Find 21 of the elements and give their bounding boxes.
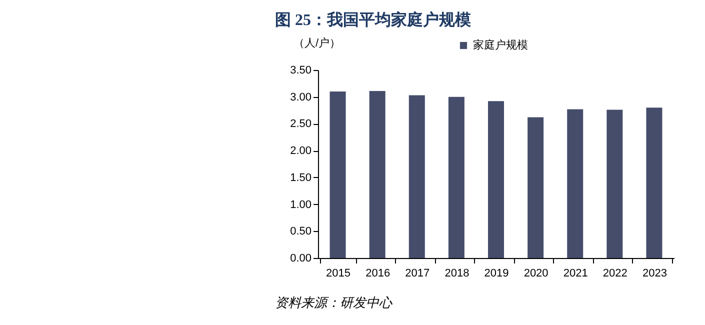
y-tick-label: 0.00 — [290, 252, 312, 264]
x-tick-label: 2017 — [405, 268, 430, 280]
text: 资料来源：研发中心 — [275, 295, 393, 310]
y-tick-label: 2.00 — [290, 145, 312, 158]
y-axis-title: （人/户） — [294, 36, 341, 50]
x-tick-label: 2023 — [642, 268, 667, 280]
y-tick-label: 1.00 — [290, 198, 312, 211]
x-tick-label: 2020 — [524, 268, 548, 280]
legend-label: 家庭户规模 — [473, 38, 528, 52]
x-tick-label: 2022 — [602, 268, 628, 280]
y-tick-label: 3.00 — [290, 91, 312, 104]
y-tick-label: 0.50 — [290, 226, 312, 238]
x-tick-label: 2015 — [326, 268, 351, 280]
y-tick-label: 2.50 — [290, 118, 312, 130]
y-tick-label: 3.50 — [290, 64, 312, 76]
x-tick-label: 2021 — [563, 268, 588, 280]
x-tick-label: 2019 — [484, 268, 509, 280]
y-tick-label: 1.50 — [290, 172, 312, 184]
x-tick-label: 2016 — [366, 268, 390, 280]
x-tick-label: 2018 — [444, 268, 470, 280]
chart-title: 图 25：我国平均家庭户规模 — [275, 10, 471, 29]
